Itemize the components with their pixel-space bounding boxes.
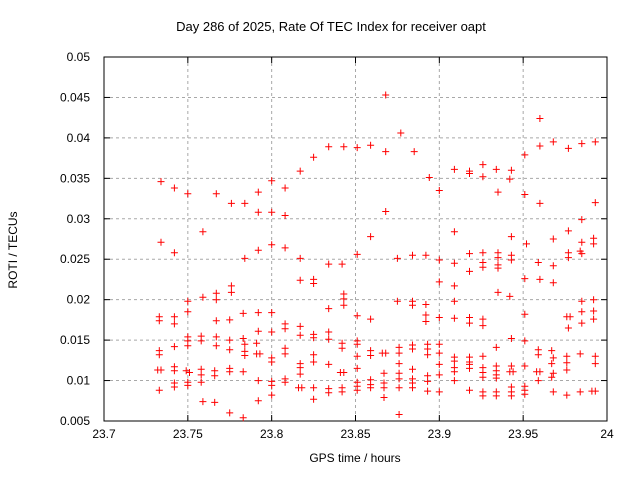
y-tick-label: 0.015 xyxy=(60,333,90,347)
x-tick-label: 23.95 xyxy=(508,427,538,441)
plot-frame xyxy=(103,56,608,422)
y-tick-label: 0.03 xyxy=(67,212,91,226)
chart-title: Day 286 of 2025, Rate Of TEC Index for r… xyxy=(176,19,486,34)
x-tick-label: 23.7 xyxy=(92,427,116,441)
x-tick-label: 23.8 xyxy=(260,427,284,441)
y-tick-label: 0.035 xyxy=(60,171,90,185)
x-tick-label: 23.9 xyxy=(428,427,452,441)
y-tick-label: 0.045 xyxy=(60,90,90,104)
y-tick-label: 0.04 xyxy=(67,131,91,145)
y-tick-label: 0.05 xyxy=(67,50,91,64)
y-tick-label: 0.005 xyxy=(60,414,90,428)
y-tick-label: 0.025 xyxy=(60,252,90,266)
y-axis-label: ROTI / TECUs xyxy=(6,211,20,288)
data-point-markers xyxy=(154,91,599,422)
data-points xyxy=(154,91,599,422)
x-axis-label: GPS time / hours xyxy=(309,451,400,465)
y-tick-label: 0.02 xyxy=(67,293,91,307)
x-tick-label: 24 xyxy=(600,427,614,441)
y-tick-label: 0.01 xyxy=(67,374,91,388)
x-tick-label: 23.75 xyxy=(173,427,203,441)
grid-lines xyxy=(104,57,607,421)
x-tick-label: 23.85 xyxy=(340,427,370,441)
